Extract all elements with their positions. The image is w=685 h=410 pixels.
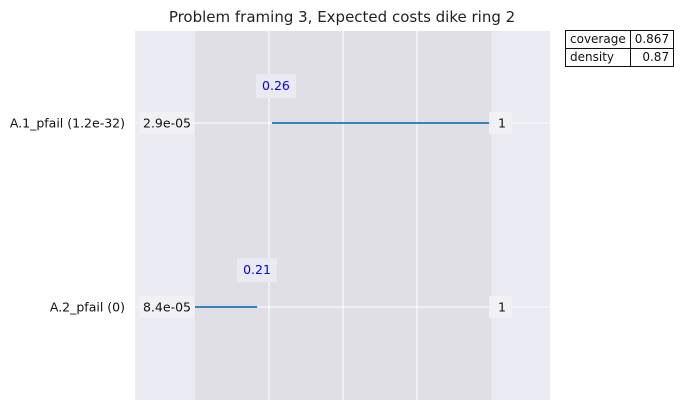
stats-row-coverage: coverage 0.867 bbox=[565, 30, 675, 49]
y-tick-label: A.2_pfail (0) bbox=[50, 300, 125, 315]
y-tick-label: A.1_pfail (1.2e-32) bbox=[10, 116, 125, 131]
annotation-backdrop bbox=[237, 258, 277, 282]
stats-name: coverage bbox=[565, 30, 631, 49]
stats-value: 0.87 bbox=[629, 48, 675, 67]
chart-title: Problem framing 3, Expected costs dike r… bbox=[169, 8, 515, 26]
lower-limit-label: 8.4e-05 bbox=[143, 300, 191, 315]
lower-label-backdrop bbox=[139, 112, 194, 134]
stats-row-density: density 0.87 bbox=[565, 48, 675, 67]
stats-value: 0.867 bbox=[629, 30, 675, 49]
stats-name: density bbox=[565, 48, 631, 67]
box-min-annotation: 0.21 bbox=[243, 262, 271, 277]
stats-table: coverage 0.867 density 0.87 bbox=[565, 30, 675, 67]
row-2: A.2_pfail (0) 8.4e-05 1 0.21 bbox=[50, 258, 512, 318]
upper-limit-label: 1 bbox=[498, 116, 506, 131]
rows: A.1_pfail (1.2e-32) 2.9e-05 1 0.26 A.2_pfail… bbox=[10, 74, 512, 318]
lower-label-backdrop bbox=[139, 296, 194, 318]
upper-label-backdrop bbox=[489, 112, 512, 134]
upper-limit-label: 1 bbox=[498, 300, 506, 315]
lower-limit-label: 2.9e-05 bbox=[143, 116, 191, 131]
upper-label-backdrop bbox=[489, 296, 512, 318]
row-1: A.1_pfail (1.2e-32) 2.9e-05 1 0.26 bbox=[10, 74, 512, 134]
annotation-backdrop bbox=[255, 74, 296, 98]
box-min-annotation: 0.26 bbox=[262, 78, 290, 93]
